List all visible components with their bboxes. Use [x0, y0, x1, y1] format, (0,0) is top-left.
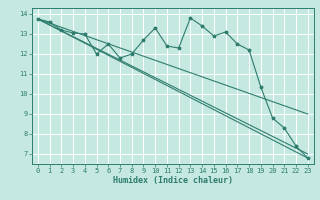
- X-axis label: Humidex (Indice chaleur): Humidex (Indice chaleur): [113, 176, 233, 185]
